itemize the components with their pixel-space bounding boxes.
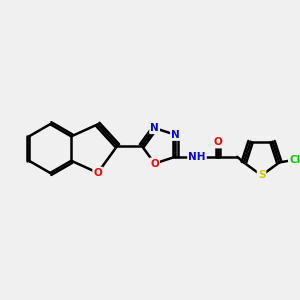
Text: S: S [258, 170, 265, 180]
Text: O: O [150, 158, 159, 169]
Text: O: O [213, 137, 222, 147]
Text: NH: NH [188, 152, 206, 162]
Text: N: N [150, 123, 159, 133]
Text: O: O [93, 168, 102, 178]
Text: N: N [171, 130, 180, 140]
Text: Cl: Cl [290, 154, 300, 165]
